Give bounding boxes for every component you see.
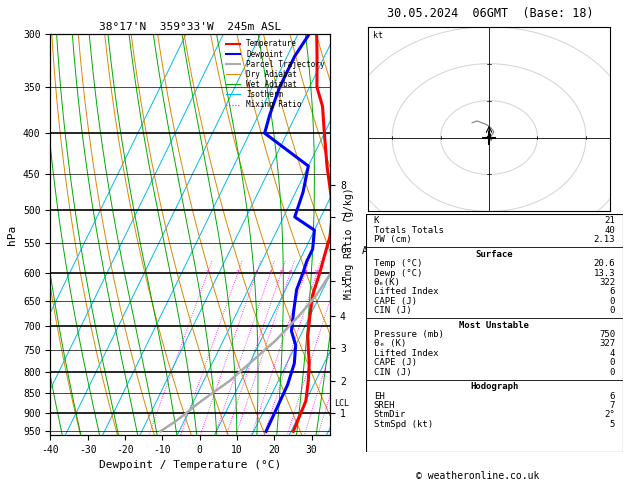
Text: 13.3: 13.3 <box>594 269 615 278</box>
X-axis label: Dewpoint / Temperature (°C): Dewpoint / Temperature (°C) <box>99 460 281 470</box>
Text: CIN (J): CIN (J) <box>374 306 411 315</box>
Text: 2: 2 <box>236 270 240 276</box>
Text: θₑ(K): θₑ(K) <box>374 278 401 287</box>
Text: Mixing Ratio (g/kg): Mixing Ratio (g/kg) <box>344 187 354 299</box>
Text: 2°: 2° <box>604 411 615 419</box>
Text: 40: 40 <box>604 226 615 235</box>
Text: Lifted Index: Lifted Index <box>374 287 438 296</box>
Text: SREH: SREH <box>374 401 395 410</box>
Text: 4: 4 <box>610 349 615 358</box>
Text: 327: 327 <box>599 340 615 348</box>
Text: 6: 6 <box>289 270 292 276</box>
Text: 6: 6 <box>610 287 615 296</box>
Text: 750: 750 <box>599 330 615 339</box>
Text: PW (cm): PW (cm) <box>374 235 411 244</box>
Text: CIN (J): CIN (J) <box>374 367 411 377</box>
Text: EH: EH <box>374 392 384 401</box>
Text: Dewp (°C): Dewp (°C) <box>374 269 422 278</box>
Text: 20.6: 20.6 <box>594 259 615 268</box>
Text: Totals Totals: Totals Totals <box>374 226 443 235</box>
Text: 0: 0 <box>610 358 615 367</box>
Text: K: K <box>374 216 379 225</box>
Text: 3: 3 <box>255 270 259 276</box>
Text: StmDir: StmDir <box>374 411 406 419</box>
Text: StmSpd (kt): StmSpd (kt) <box>374 420 433 429</box>
Y-axis label: hPa: hPa <box>8 225 18 244</box>
Text: kt: kt <box>373 31 383 40</box>
Text: 10: 10 <box>313 270 321 276</box>
Text: 0: 0 <box>610 367 615 377</box>
Text: Pressure (mb): Pressure (mb) <box>374 330 443 339</box>
Text: 6: 6 <box>610 392 615 401</box>
Text: 21: 21 <box>604 216 615 225</box>
Text: 5: 5 <box>610 420 615 429</box>
Text: LCL: LCL <box>335 399 350 408</box>
Text: © weatheronline.co.uk: © weatheronline.co.uk <box>416 471 540 481</box>
Text: 1: 1 <box>206 270 209 276</box>
Text: Lifted Index: Lifted Index <box>374 349 438 358</box>
Text: 30.05.2024  06GMT  (Base: 18): 30.05.2024 06GMT (Base: 18) <box>387 7 594 20</box>
Text: CAPE (J): CAPE (J) <box>374 296 417 306</box>
Title: 38°17'N  359°33'W  245m ASL: 38°17'N 359°33'W 245m ASL <box>99 22 281 32</box>
Text: 0: 0 <box>610 306 615 315</box>
Text: 5: 5 <box>279 270 283 276</box>
Text: 322: 322 <box>599 278 615 287</box>
Text: 7: 7 <box>610 401 615 410</box>
Y-axis label: km
ASL: km ASL <box>362 235 380 256</box>
Text: Most Unstable: Most Unstable <box>459 321 530 330</box>
Text: Hodograph: Hodograph <box>470 382 518 391</box>
Text: 4: 4 <box>269 270 272 276</box>
Text: θₑ (K): θₑ (K) <box>374 340 406 348</box>
Text: Temp (°C): Temp (°C) <box>374 259 422 268</box>
Text: 8: 8 <box>303 270 307 276</box>
Text: 0: 0 <box>610 296 615 306</box>
Text: Surface: Surface <box>476 250 513 259</box>
FancyBboxPatch shape <box>366 214 623 452</box>
Text: 2.13: 2.13 <box>594 235 615 244</box>
Text: CAPE (J): CAPE (J) <box>374 358 417 367</box>
Legend: Temperature, Dewpoint, Parcel Trajectory, Dry Adiabat, Wet Adiabat, Isotherm, Mi: Temperature, Dewpoint, Parcel Trajectory… <box>225 38 326 111</box>
